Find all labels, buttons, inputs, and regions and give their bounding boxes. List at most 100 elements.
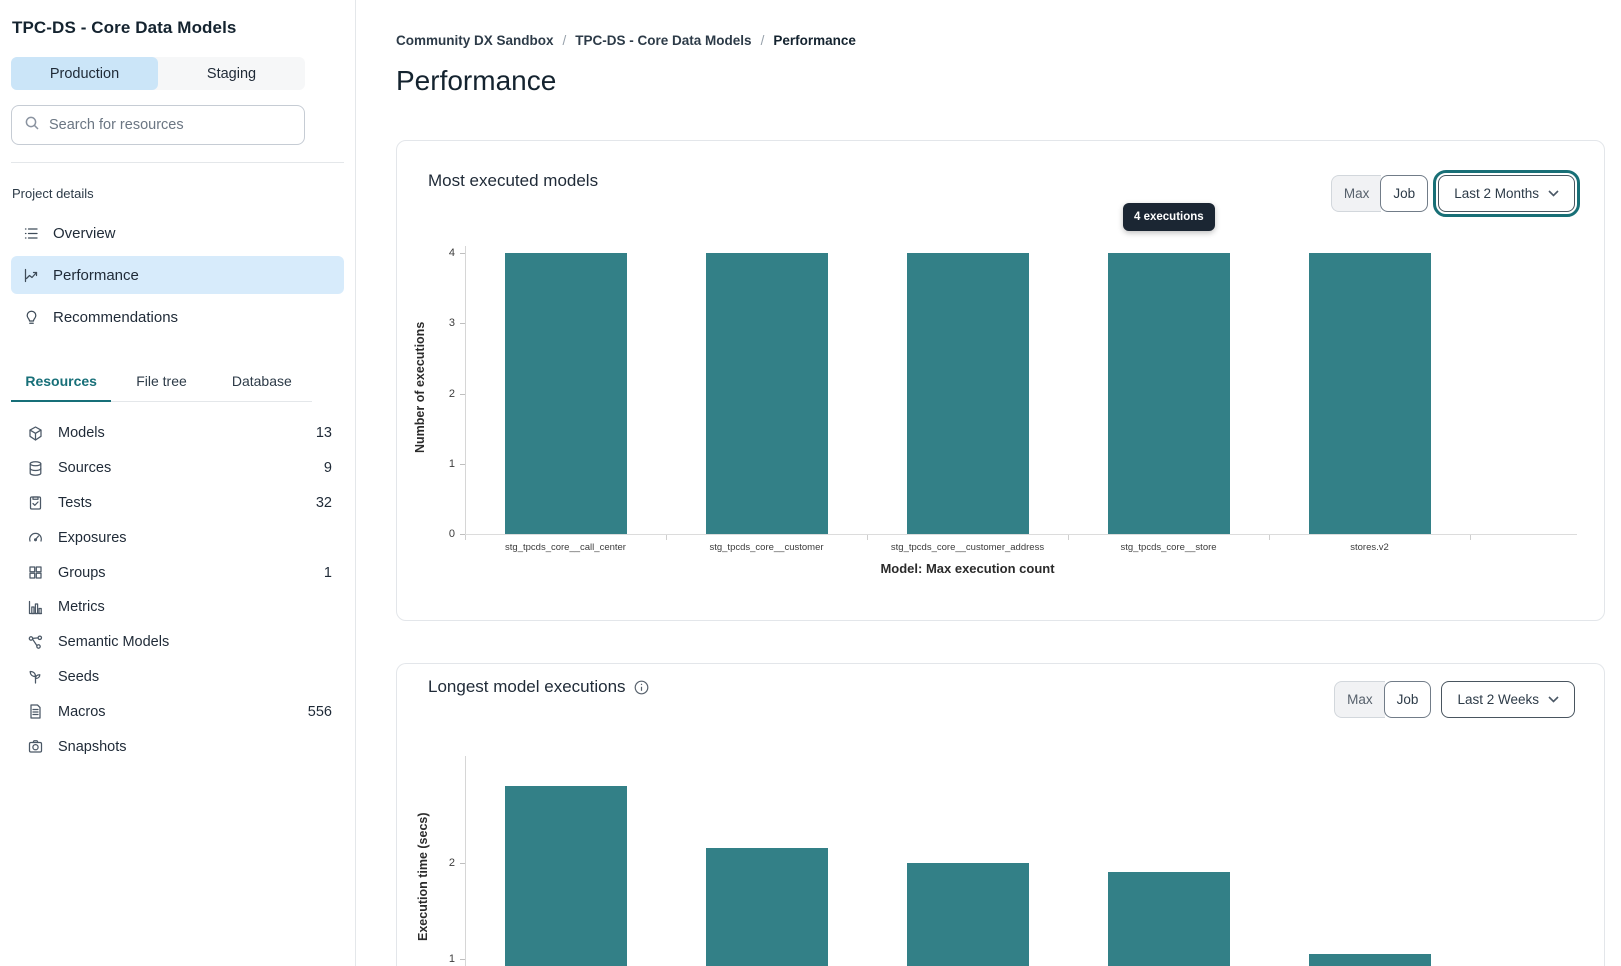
resource-label: Sources [58, 460, 112, 477]
x-category-label: stg_tpcds_core__customer_address [890, 542, 1045, 553]
resource-label: Semantic Models [58, 634, 170, 651]
resource-label: Exposures [58, 529, 127, 546]
date-range-dropdown[interactable]: Last 2 Months [1433, 170, 1580, 217]
max-button[interactable]: Max [1330, 175, 1382, 212]
bar[interactable] [1308, 253, 1431, 534]
resource-item-tests[interactable]: Tests 32 [11, 486, 344, 521]
job-button[interactable]: Job [1380, 175, 1429, 212]
project-nav: Overview Performance Recommendations [11, 214, 344, 336]
job-button[interactable]: Job [1383, 681, 1432, 718]
resource-label: Tests [58, 494, 92, 511]
y-tick-label: 2 [448, 387, 455, 400]
resource-item-seeds[interactable]: Seeds [11, 660, 344, 695]
tab-file-tree[interactable]: File tree [136, 373, 187, 389]
bar[interactable] [705, 253, 828, 534]
resource-label: Models [58, 425, 105, 442]
bar[interactable] [906, 862, 1029, 966]
search-box[interactable] [11, 105, 305, 145]
resource-item-exposures[interactable]: Exposures [11, 520, 344, 555]
x-category-label: stores.v2 [1350, 542, 1389, 553]
gauge-icon [27, 529, 44, 546]
x-category-label: stg_tpcds_core__customer [709, 542, 824, 553]
tab-resources[interactable]: Resources [11, 364, 112, 402]
bar[interactable] [906, 253, 1029, 534]
trend-icon [22, 267, 40, 284]
resource-count: 32 [315, 494, 332, 511]
breadcrumb: Community DX Sandbox / TPC-DS - Core Dat… [396, 33, 1621, 48]
resource-item-groups[interactable]: Groups 1 [11, 555, 344, 590]
x-axis-line [465, 534, 1577, 535]
resource-item-snapshots[interactable]: Snapshots [11, 729, 344, 764]
y-tick-mark [460, 393, 465, 395]
tab-staging[interactable]: Staging [158, 57, 305, 90]
project-title: TPC-DS - Core Data Models [12, 18, 237, 37]
bar[interactable] [705, 848, 828, 966]
x-tick-mark [1068, 535, 1069, 540]
tab-database[interactable]: Database [231, 373, 292, 389]
bar[interactable] [504, 253, 627, 534]
sidebar: TPC-DS - Core Data Models Production Sta… [0, 0, 356, 966]
breadcrumb-item-current: Performance [773, 33, 856, 48]
y-tick-label: 1 [448, 952, 455, 965]
project-details-label: Project details [12, 186, 94, 201]
resource-item-sources[interactable]: Sources 9 [11, 451, 344, 486]
breadcrumb-item-project[interactable]: TPC-DS - Core Data Models [575, 33, 752, 48]
bar[interactable] [504, 785, 627, 966]
search-icon [24, 115, 40, 136]
max-job-toggle: Max Job [1330, 175, 1429, 212]
info-icon[interactable] [634, 680, 649, 695]
bar[interactable] [1308, 954, 1431, 966]
resource-item-metrics[interactable]: Metrics [11, 590, 344, 625]
nav-item-label: Overview [53, 224, 116, 242]
resource-list: Models 13 Sources 9 Tests 32 Exposures Groups 1 M… [11, 416, 344, 764]
y-tick-mark [460, 463, 465, 465]
grid-icon [27, 564, 44, 581]
chart-tooltip: 4 executions [1123, 203, 1215, 231]
breadcrumb-item-account[interactable]: Community DX Sandbox [396, 33, 554, 48]
sidebar-item-overview[interactable]: Overview [11, 214, 344, 252]
y-tick-mark [460, 323, 465, 325]
bar[interactable] [1107, 253, 1230, 534]
sprout-icon [27, 668, 44, 685]
resource-count: 1 [323, 564, 332, 581]
breadcrumb-separator: / [760, 33, 765, 48]
y-axis-label: Execution time (secs) [416, 812, 430, 941]
resource-label: Metrics [58, 599, 105, 616]
y-axis-line [465, 756, 466, 966]
resource-label: Snapshots [58, 738, 127, 755]
y-tick-label: 4 [448, 247, 455, 259]
x-category-label: stg_tpcds_core__store [1120, 542, 1217, 553]
y-tick-label: 2 [448, 856, 455, 869]
y-tick-mark [460, 534, 465, 535]
bar[interactable] [1107, 872, 1230, 966]
date-range-dropdown[interactable]: Last 2 Weeks [1441, 681, 1575, 718]
resource-item-models[interactable]: Models 13 [11, 416, 344, 451]
chevron-down-icon [1548, 190, 1559, 197]
x-tick-mark [1470, 535, 1471, 540]
resource-count: 9 [323, 460, 332, 477]
list-icon [22, 225, 40, 242]
x-axis-label: Model: Max execution count [880, 561, 1055, 576]
y-tick-label: 0 [448, 528, 455, 540]
tab-production[interactable]: Production [11, 57, 158, 90]
resource-item-semantic-models[interactable]: Semantic Models [11, 625, 344, 660]
resource-item-macros[interactable]: Macros 556 [11, 694, 344, 729]
lightbulb-icon [22, 309, 40, 326]
resource-label: Seeds [58, 668, 100, 685]
bar-chart-icon [27, 599, 44, 616]
search-input[interactable] [49, 117, 292, 133]
sidebar-item-performance[interactable]: Performance [11, 256, 344, 294]
camera-icon [27, 738, 44, 755]
page-title: Performance [396, 65, 557, 96]
y-tick-label: 1 [448, 457, 455, 470]
network-icon [27, 634, 44, 651]
max-button[interactable]: Max [1334, 681, 1385, 718]
resource-count: 13 [315, 425, 332, 442]
x-tick-mark [1269, 535, 1270, 540]
longest-model-executions-card: Longest model executions Max Job Last 2 … [396, 663, 1605, 966]
sidebar-item-recommendations[interactable]: Recommendations [11, 298, 344, 336]
database-icon [27, 460, 44, 477]
chevron-down-icon [1548, 696, 1559, 703]
x-tick-mark [666, 535, 667, 540]
